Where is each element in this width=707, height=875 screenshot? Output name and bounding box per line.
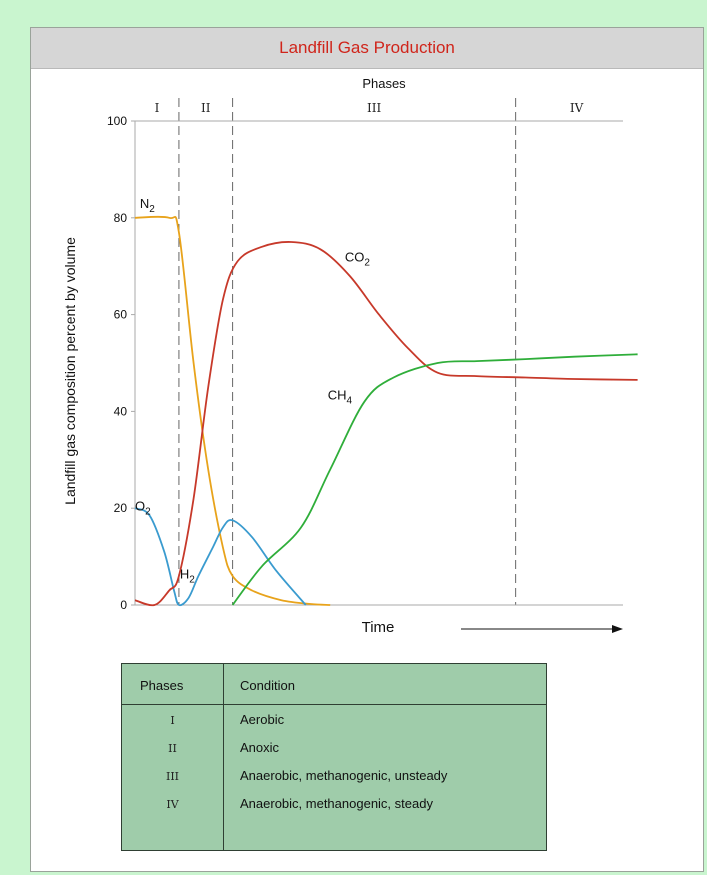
series-label-layer: N2 O2 H2 CO2 CH4 bbox=[135, 196, 370, 585]
table-row-condition: Anaerobic, methanogenic, unsteady bbox=[240, 768, 448, 783]
phase-label: IV bbox=[570, 101, 584, 115]
series-line-ch4 bbox=[231, 353, 638, 606]
y-axis-label: Landfill gas composition percent by volu… bbox=[62, 237, 78, 505]
time-arrow-head bbox=[612, 625, 623, 633]
phase-layer: I II III IV bbox=[155, 98, 584, 605]
table-divider-horizontal bbox=[122, 704, 546, 705]
y-tick-label: 40 bbox=[114, 404, 128, 418]
table-row-phase: II bbox=[168, 742, 177, 755]
series-label: H2 bbox=[180, 566, 195, 585]
phase-label: II bbox=[201, 101, 211, 115]
y-tick-label: 100 bbox=[107, 114, 127, 128]
series-line-o2 bbox=[134, 507, 307, 607]
x-axis-label: Time bbox=[362, 619, 395, 636]
table-row-phase: I bbox=[170, 714, 175, 727]
y-tick-label: 20 bbox=[114, 501, 128, 515]
y-tick-label: 60 bbox=[114, 308, 128, 322]
y-tick-label: 80 bbox=[114, 211, 128, 225]
chart-title: Landfill Gas Production bbox=[279, 38, 455, 57]
title-bar: Landfill Gas Production bbox=[31, 28, 703, 69]
phase-condition-table: Phases Condition I Aerobic II Anoxic III… bbox=[121, 663, 547, 851]
series-label: N2 bbox=[140, 196, 155, 215]
table-row-phase: IV bbox=[166, 798, 179, 811]
y-tick-layer: 0 20 40 60 80 100 bbox=[107, 114, 135, 612]
table-row-condition: Aerobic bbox=[240, 712, 285, 727]
table-row-condition: Anoxic bbox=[240, 740, 280, 755]
series-label: O2 bbox=[135, 499, 151, 518]
phase-label: I bbox=[155, 101, 160, 115]
table-header-phases: Phases bbox=[140, 678, 184, 693]
figure-panel: Landfill Gas Production I II III IV Phases … bbox=[30, 27, 704, 872]
series-label: CH4 bbox=[328, 387, 353, 406]
table-divider-vertical bbox=[223, 664, 224, 850]
series-layer bbox=[134, 215, 638, 607]
series-label: CO2 bbox=[345, 249, 371, 268]
y-tick-label: 0 bbox=[120, 598, 127, 612]
series-line-h2 bbox=[134, 241, 638, 607]
phases-label: Phases bbox=[362, 76, 406, 91]
table-row-condition: Anaerobic, methanogenic, steady bbox=[240, 796, 433, 811]
axis-layer: Phases Landfill gas composition percent … bbox=[62, 76, 623, 636]
chart: I II III IV Phases Landfill gas composition… bbox=[62, 76, 638, 636]
phase-label: III bbox=[367, 101, 381, 115]
series-line-n2 bbox=[134, 215, 331, 606]
table-row-phase: III bbox=[165, 770, 180, 783]
table-header-condition: Condition bbox=[240, 678, 295, 693]
